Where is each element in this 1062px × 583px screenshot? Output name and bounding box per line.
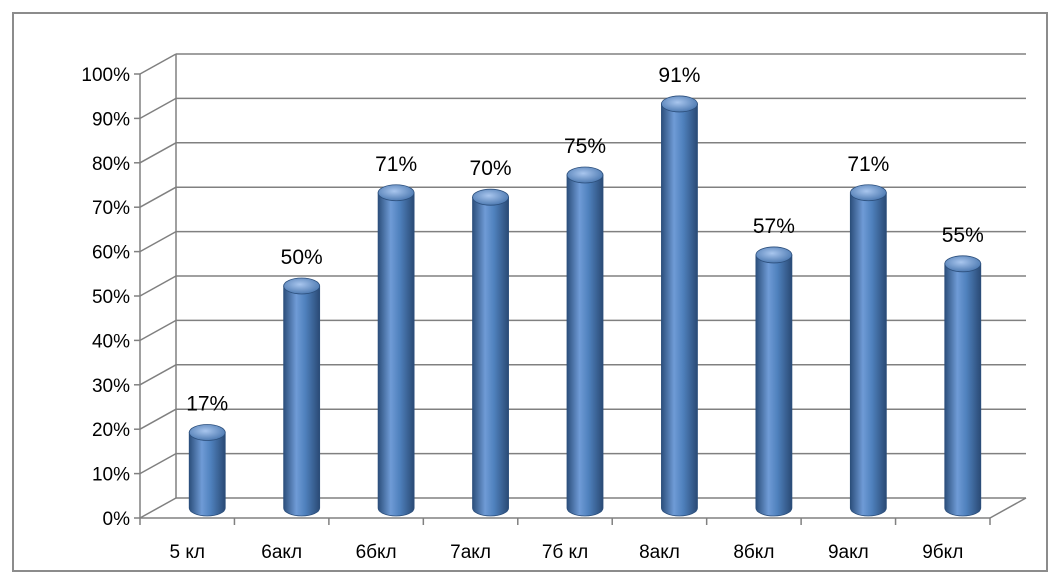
bar xyxy=(566,166,604,517)
bar-cap xyxy=(472,188,509,206)
bar xyxy=(755,246,793,517)
bar xyxy=(472,188,509,517)
y-tick-label: 60% xyxy=(92,243,130,264)
gridline-side xyxy=(139,230,177,253)
data-label: 17% xyxy=(186,393,228,416)
data-label: 75% xyxy=(564,135,606,158)
gridline-side xyxy=(139,275,177,297)
bar-cap xyxy=(188,424,226,441)
y-tick-label: 0% xyxy=(103,509,131,530)
floor-right-edge xyxy=(989,497,1027,519)
bar-body xyxy=(566,174,604,517)
x-tick-label: 5 кл xyxy=(169,542,204,563)
gridline-side xyxy=(139,53,177,75)
bar-cap xyxy=(661,95,698,113)
y-tick-label: 70% xyxy=(92,198,130,219)
gridline-side xyxy=(139,142,177,164)
bar-cap xyxy=(377,184,415,202)
bar-cap xyxy=(849,184,887,202)
bar-cap xyxy=(566,166,604,184)
gridline-side xyxy=(139,452,177,475)
y-tick-label: 40% xyxy=(92,331,130,352)
x-tick-label: 8акл xyxy=(639,542,680,563)
bar-cap xyxy=(944,255,982,273)
bars xyxy=(188,95,982,517)
data-label: 55% xyxy=(942,224,984,247)
bar-body xyxy=(944,263,982,517)
x-tick-label: 9акл xyxy=(828,542,869,563)
bar-body xyxy=(377,192,415,517)
gridline-side xyxy=(139,97,177,120)
bar-body xyxy=(472,196,509,517)
x-axis-ticks: 5 кл 6акл 6бкл 7акл 7б кл 8акл 8бкл 9акл 9бкл xyxy=(169,542,963,563)
bar-cap xyxy=(283,277,321,295)
y-tick-label: 10% xyxy=(92,465,130,486)
x-tick-label: 6акл xyxy=(261,542,302,563)
x-tick-label: 7б кл xyxy=(542,542,588,563)
bar-body xyxy=(283,285,321,517)
data-label: 70% xyxy=(470,157,512,180)
bar xyxy=(661,95,698,517)
gridline-side xyxy=(139,319,177,342)
bar-body xyxy=(755,254,793,517)
data-label: 57% xyxy=(753,215,795,238)
data-label: 71% xyxy=(375,153,417,176)
y-tick-label: 20% xyxy=(92,420,130,441)
bar-body xyxy=(188,432,226,517)
x-tick-label: 6бкл xyxy=(356,542,397,563)
data-label: 50% xyxy=(281,246,323,269)
bar-body xyxy=(849,192,887,517)
data-label: 71% xyxy=(847,153,889,176)
data-label: 91% xyxy=(658,64,700,87)
x-tick-label: 9бкл xyxy=(922,542,963,563)
bar xyxy=(188,424,226,517)
bar xyxy=(283,277,321,517)
gridline-side xyxy=(139,408,177,430)
y-tick-label: 90% xyxy=(92,109,130,130)
bar xyxy=(849,184,887,517)
bar-body xyxy=(661,103,698,517)
y-tick-label: 100% xyxy=(81,65,130,86)
y-axis-ticks: 0% 10% 20% 30% 40% 50% 60% 70% 80% 90% 100% xyxy=(81,65,130,530)
bar xyxy=(944,255,982,517)
gridline-side xyxy=(139,364,177,386)
y-tick-label: 50% xyxy=(92,287,130,308)
bar xyxy=(377,184,415,517)
gridline-side xyxy=(139,497,177,519)
axis-layer xyxy=(134,54,1027,525)
bar-cap xyxy=(755,246,793,264)
y-tick-label: 80% xyxy=(92,154,130,175)
gridline-side xyxy=(139,186,177,208)
y-tick-label: 30% xyxy=(92,376,130,397)
x-tick-label: 8бкл xyxy=(733,542,774,563)
data-labels: 17% 50% 71% 70% 75% 91% 57% 71% 55% xyxy=(186,64,984,416)
x-tick-label: 7акл xyxy=(450,542,491,563)
